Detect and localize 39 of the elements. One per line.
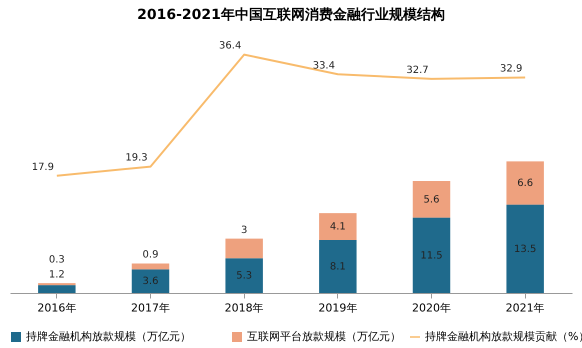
data-label: 32.7 — [406, 64, 429, 76]
bar — [412, 218, 450, 293]
data-label: 5.6 — [424, 194, 440, 206]
legend-label: 持牌金融机构放款规模（万亿元） — [26, 330, 191, 343]
bar — [412, 181, 450, 218]
bar — [225, 238, 263, 258]
text: 2016-2021年中国互联网消费金融行业规模结构 — [137, 7, 445, 23]
data-label: 17.9 — [32, 162, 54, 173]
data-label: 36.4 — [219, 40, 242, 52]
x-tick-label: 2017年 — [131, 302, 170, 314]
data-label: 3 — [240, 224, 248, 236]
bar — [225, 258, 263, 293]
data-label: 1.2 — [48, 269, 65, 280]
data-label: 11.5 — [420, 250, 443, 262]
bar — [319, 213, 357, 240]
x-tick-label: 2016年 — [37, 302, 76, 314]
x-tick-label: 2019年 — [318, 302, 358, 314]
bar — [506, 161, 544, 205]
data-label: 33.4 — [312, 60, 335, 72]
data-label: 19.3 — [125, 152, 148, 164]
bar — [132, 264, 170, 270]
bar — [506, 204, 544, 293]
legend-label: 持牌金融机构放款规模贡献（%） — [425, 330, 582, 343]
bar — [132, 269, 170, 293]
data-label: 5.3 — [236, 270, 252, 282]
data-label: 13.5 — [514, 244, 536, 255]
data-label: 32.9 — [500, 64, 522, 75]
data-label: 8.1 — [330, 261, 346, 272]
x-tick-label: 2018年 — [224, 302, 264, 314]
x-tick-label: 2021年 — [506, 302, 545, 314]
data-label: 0.3 — [48, 254, 65, 266]
data-label: 3.6 — [142, 276, 158, 288]
bar — [319, 240, 357, 293]
legend-label: 互联网平台放款规模（万亿元） — [247, 330, 401, 343]
data-label: 0.9 — [142, 250, 158, 261]
data-label: 6.6 — [517, 178, 534, 189]
data-label: 4.1 — [330, 222, 346, 233]
x-tick-label: 2020年 — [412, 302, 451, 314]
bar — [38, 285, 76, 293]
